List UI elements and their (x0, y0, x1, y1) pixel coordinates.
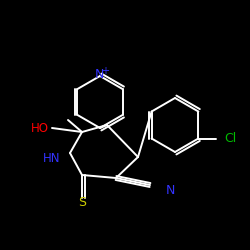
Text: N: N (94, 68, 104, 82)
Text: +: + (101, 66, 109, 76)
Text: S: S (78, 196, 86, 209)
Text: HN: HN (42, 152, 60, 164)
Text: HO: HO (31, 122, 49, 134)
Text: N: N (166, 184, 175, 196)
Text: Cl: Cl (224, 132, 237, 145)
